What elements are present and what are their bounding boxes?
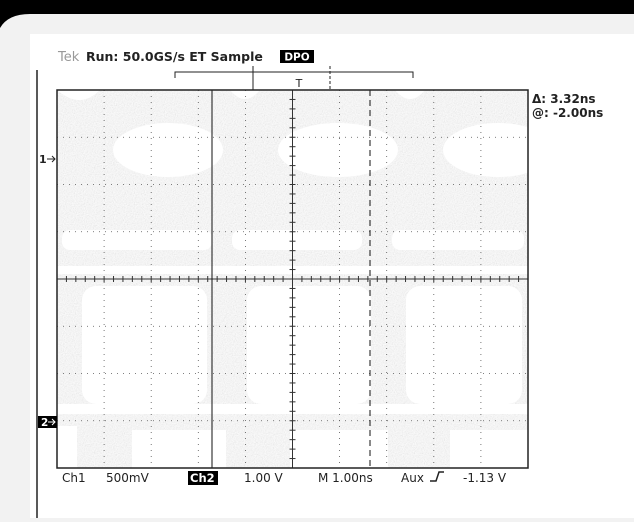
top-banner bbox=[0, 0, 634, 28]
timebase: M 1.00ns bbox=[318, 471, 373, 485]
trigger-source: Aux bbox=[401, 471, 424, 485]
brand: Tek bbox=[57, 50, 80, 65]
acquisition-status: Run: 50.0GS/s ET Sample bbox=[86, 49, 263, 64]
cursor-position: @: -2.00ns bbox=[532, 106, 603, 120]
page: {"header":{"brand":"Tek","status":"Run: … bbox=[0, 0, 634, 518]
ch2-label: Ch2 bbox=[190, 471, 215, 485]
ch2-scale: 1.00 V bbox=[244, 471, 284, 485]
cursor-delta: Δ: 3.32ns bbox=[532, 92, 596, 106]
scope-screenshot: Tek Run: 50.0GS/s ET Sample DPO T bbox=[0, 0, 634, 518]
trigger-marker: T bbox=[295, 77, 303, 90]
plot-area bbox=[57, 90, 553, 468]
trigger-level: -1.13 V bbox=[463, 471, 507, 485]
ch2-marker: 2 bbox=[41, 417, 48, 429]
mode: DPO bbox=[284, 52, 309, 64]
ch1-scale: 500mV bbox=[106, 471, 150, 485]
ch1-label: Ch1 bbox=[62, 471, 86, 485]
ch1-marker: 1 bbox=[39, 153, 47, 166]
